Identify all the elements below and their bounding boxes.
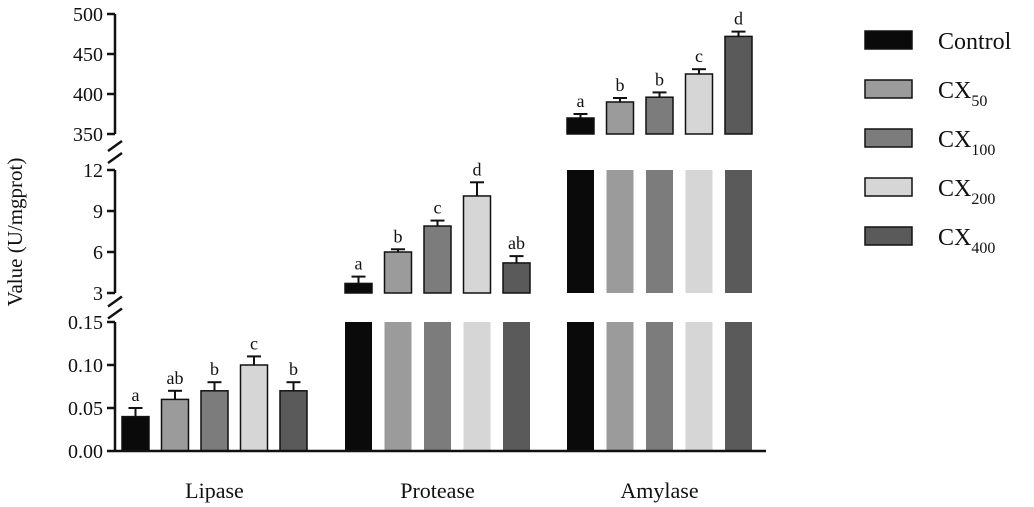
significance-label: d	[734, 9, 743, 29]
bar-amylase-control	[566, 117, 595, 135]
y-tick-label: 3	[93, 283, 103, 305]
legend-label: CX50	[938, 78, 987, 110]
bar-lipase-cx200	[239, 364, 269, 452]
bar-amylase-segment	[646, 322, 673, 451]
bar-protease-segment	[384, 322, 412, 451]
significance-label: ab	[167, 368, 184, 388]
legend-label-subscript: 100	[971, 142, 995, 159]
bar-lipase-cx400	[279, 390, 308, 452]
y-tick-label: 0.05	[68, 398, 103, 420]
bar-amylase-cx100	[645, 96, 674, 135]
bar-protease-cx100	[423, 225, 452, 294]
significance-label: d	[473, 159, 482, 179]
bar-amylase-cx400	[724, 35, 753, 135]
legend-label: CX400	[938, 225, 995, 257]
legend-label-subscript: 400	[971, 240, 995, 257]
legend-label: CX100	[938, 127, 995, 159]
legend-label: Control	[938, 29, 1012, 55]
legend-label-subscript: 200	[971, 191, 995, 208]
y-tick-label: 6	[93, 242, 103, 264]
significance-label: b	[289, 359, 298, 379]
significance-label: c	[434, 198, 442, 218]
bar-amylase-cx200	[684, 73, 714, 135]
y-tick-label: 500	[73, 4, 103, 26]
y-tick-label: 450	[73, 44, 103, 66]
legend-label-subscript: 50	[971, 93, 987, 110]
bar-amylase-segment	[606, 322, 634, 451]
legend-swatch	[864, 226, 913, 246]
significance-label: a	[132, 385, 140, 405]
bar-protease-cx400	[502, 262, 531, 294]
bar-amylase-segment	[646, 170, 673, 293]
bar-protease-control	[344, 282, 373, 294]
axis-break-mark	[107, 151, 123, 165]
bar-amylase-cx50	[605, 101, 635, 135]
axis-break-mark	[107, 307, 123, 320]
y-axis-title: Value (U/mgprot)	[3, 158, 27, 307]
legend-swatch	[864, 128, 913, 148]
y-tick-label: 0.00	[68, 441, 103, 463]
significance-label: b	[210, 359, 219, 379]
significance-label: b	[616, 75, 625, 95]
bar-amylase-segment	[567, 170, 594, 293]
y-tick-label: 0.15	[68, 312, 103, 334]
significance-label: a	[355, 254, 363, 274]
bar-protease-cx50	[383, 251, 413, 294]
bar-protease-cx200	[462, 195, 492, 294]
bar-protease-segment	[424, 322, 451, 451]
bar-lipase-control	[121, 415, 150, 452]
bar-protease-segment	[503, 322, 530, 451]
axis-break-mark	[107, 139, 123, 153]
legend-label: CX200	[938, 176, 995, 208]
legend-swatch	[864, 30, 913, 50]
x-category-label: Protease	[400, 478, 475, 503]
significance-label: a	[577, 91, 585, 111]
legend-swatch	[864, 177, 913, 197]
bar-amylase-segment	[606, 170, 634, 293]
significance-label: b	[655, 69, 664, 89]
bar-amylase-segment	[725, 322, 752, 451]
axis-break-mark	[107, 295, 123, 308]
x-category-label: Amylase	[620, 478, 698, 503]
bar-amylase-segment	[725, 170, 752, 293]
bar-protease-segment	[463, 322, 491, 451]
bar-amylase-segment	[685, 170, 713, 293]
significance-label: b	[394, 226, 403, 246]
bar-amylase-segment	[567, 322, 594, 451]
x-category-label: Lipase	[185, 478, 244, 503]
y-tick-label: 12	[83, 160, 103, 182]
bar-protease-segment	[345, 322, 372, 451]
y-tick-label: 400	[73, 84, 103, 106]
legend-swatch	[864, 79, 913, 99]
significance-label: c	[695, 46, 703, 66]
y-tick-label: 350	[73, 124, 103, 146]
bar-lipase-cx50	[160, 398, 190, 452]
y-tick-label: 9	[93, 201, 103, 223]
significance-label: ab	[508, 233, 525, 253]
y-tick-label: 0.10	[68, 355, 103, 377]
bar-lipase-cx100	[200, 390, 229, 452]
significance-label: c	[250, 333, 258, 353]
bar-amylase-segment	[685, 322, 713, 451]
